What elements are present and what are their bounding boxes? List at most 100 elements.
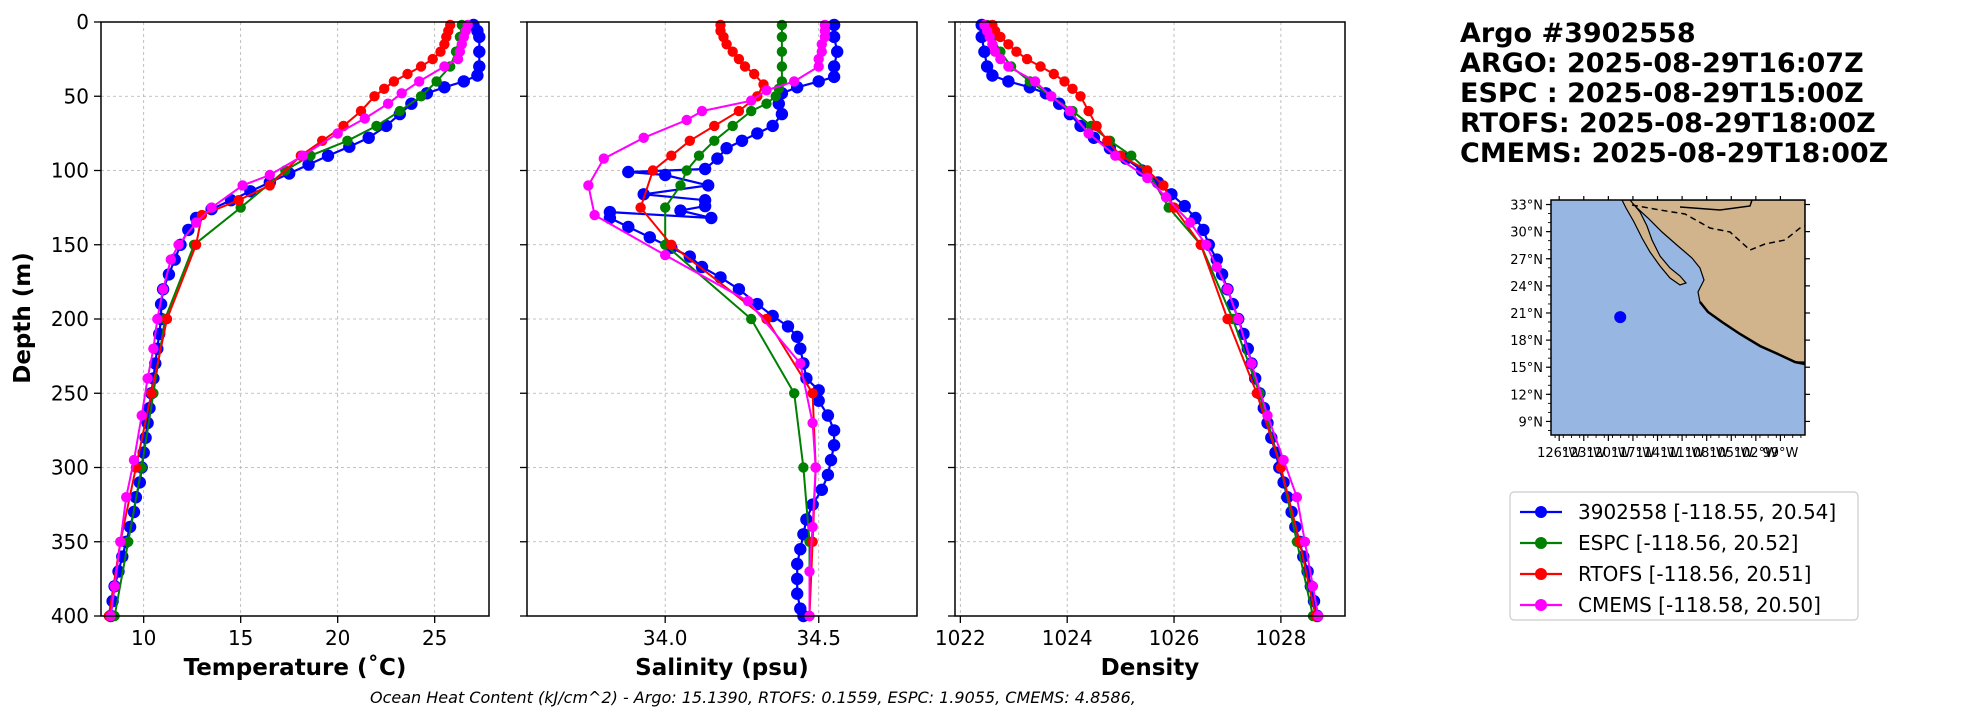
legend-marker-argo <box>1535 506 1547 518</box>
density-argo-point <box>1197 223 1210 237</box>
salinity-cmems-point <box>810 462 821 473</box>
salinity-argo-point <box>674 204 687 217</box>
density-cmems-point <box>1222 284 1233 295</box>
density-rtofs-point <box>1091 120 1102 132</box>
salinity-cmems-point <box>807 417 818 429</box>
map-lat-label: 9°N <box>1519 415 1544 430</box>
salinity-espc-point <box>746 313 757 325</box>
salinity-espc-point <box>746 105 757 117</box>
salinity-argo-point <box>794 543 807 556</box>
salinity-series-group <box>583 18 844 623</box>
salinity-cmems-point <box>746 95 757 106</box>
temperature-cmems-point <box>439 61 450 72</box>
salinity-cmems-point <box>660 249 671 261</box>
salinity-argo-point <box>683 250 696 263</box>
salinity-rtofs-point <box>666 150 677 161</box>
salinity-argo-point <box>720 142 733 155</box>
salinity-argo-point <box>791 557 804 571</box>
temperature-cmems-point <box>297 150 308 161</box>
salinity-cmems-point <box>742 296 754 307</box>
salinity-rtofs-point <box>807 388 818 399</box>
density-xtick-label: 1026 <box>1149 626 1200 650</box>
salinity-argo-point <box>812 394 825 407</box>
salinity-rtofs-point <box>666 239 677 250</box>
salinity-cmems-point <box>816 39 827 50</box>
salinity-argo-point <box>827 60 841 73</box>
temperature-cmems-point <box>190 217 202 228</box>
salinity-argo-point <box>698 199 712 213</box>
map-lon-label: 105°W <box>1709 446 1753 461</box>
temperature-espc-point <box>371 120 382 132</box>
salinity-espc-point <box>727 120 738 132</box>
temperature-argo-point <box>473 45 486 58</box>
salinity-argo-point <box>791 330 804 343</box>
temperature-cmems-point <box>142 373 153 384</box>
density-argo-point <box>980 60 994 73</box>
density-argo-point <box>986 69 999 82</box>
density-axis-label: Density <box>1101 655 1200 681</box>
temperature-axis-label: Temperature (˚C) <box>184 654 407 681</box>
salinity-argo-point <box>735 134 749 147</box>
salinity-argo-point <box>827 424 841 437</box>
temperature-cmems-point <box>173 239 184 250</box>
density-rtofs-point <box>1102 135 1113 146</box>
map-lat-label: 18°N <box>1510 334 1543 349</box>
temperature-panel: 10 15 20 25050100150200250300350400Temperat… <box>51 10 490 681</box>
density-cmems-point <box>1003 61 1014 72</box>
temperature-ytick-label: 150 <box>51 233 89 257</box>
map-lon-label: 111°W <box>1660 446 1704 461</box>
salinity-argo-point <box>827 439 841 452</box>
map-lon-label: 123°W <box>1562 446 1606 461</box>
temperature-cmems-point <box>148 343 159 354</box>
salinity-cmems-point <box>598 153 609 164</box>
legend-label-rtofs: RTOFS [-118.56, 20.51] <box>1578 562 1811 586</box>
legend-marker-cmems <box>1535 599 1547 611</box>
title-cmems-time: CMEMS: 2025-08-29T18:00Z <box>1460 138 1888 169</box>
density-argo-point <box>1002 75 1015 88</box>
density-rtofs-point <box>1083 105 1094 117</box>
salinity-rtofs-point <box>749 68 760 80</box>
legend-label-espc: ESPC [-118.56, 20.52] <box>1578 531 1799 555</box>
temperature-cmems-point <box>382 98 394 109</box>
temperature-argo-point <box>182 223 195 237</box>
salinity-cmems-point <box>761 85 772 96</box>
salinity-espc-point <box>789 388 800 399</box>
map-land-baja-california <box>1621 200 1688 286</box>
temperature-cmems-point <box>414 76 425 87</box>
salinity-cmems-point <box>804 566 815 577</box>
salinity-argo-point <box>766 119 779 133</box>
salinity-espc-point <box>776 61 788 72</box>
density-cmems-point <box>1142 172 1153 184</box>
salinity-cmems-point <box>696 105 708 117</box>
salinity-rtofs-point <box>739 61 751 72</box>
temperature-cmems-point <box>237 180 248 191</box>
salinity-espc-point <box>798 462 809 473</box>
density-argo-point <box>1178 199 1191 213</box>
temperature-rtofs-point <box>369 91 380 102</box>
salinity-argo-point <box>791 587 804 600</box>
temperature-rtofs-point <box>317 135 328 146</box>
salinity-argo-point <box>711 152 724 165</box>
temperature-rtofs-point <box>427 53 438 65</box>
temperature-rtofs-point <box>402 68 413 80</box>
temperature-xtick-label: 10 <box>131 626 156 650</box>
temperature-espc-point <box>394 105 405 117</box>
temperature-xtick-label: 15 <box>228 626 253 650</box>
legend-label-cmems: CMEMS [-118.58, 20.50] <box>1578 593 1821 617</box>
salinity-argo-point <box>827 30 841 44</box>
density-rtofs-point <box>1075 91 1086 102</box>
density-cmems-point <box>1299 536 1311 547</box>
density-panel: 1022 1024 1026 1028 Density <box>935 18 1346 681</box>
legend: 3902558 [-118.55, 20.54] ESPC [-118.56, 2… <box>1509 491 1859 621</box>
map-lon-label: 126°W <box>1537 446 1581 461</box>
temperature-rtofs-point <box>190 239 202 250</box>
salinity-argo-point <box>812 75 825 88</box>
temperature-cmems-point <box>396 88 407 99</box>
location-map: 33°N 30°N 27°N 24°N 21°N 18°N 15°N 12°N 9°N 126°… <box>1510 196 1810 461</box>
temperature-rtofs-point <box>415 61 427 72</box>
density-rtofs-point <box>1158 180 1169 191</box>
density-cmems-point <box>1083 128 1094 139</box>
density-cmems-point <box>995 53 1006 65</box>
map-lat-label: 24°N <box>1510 280 1543 295</box>
density-cmems-point <box>1291 492 1303 503</box>
